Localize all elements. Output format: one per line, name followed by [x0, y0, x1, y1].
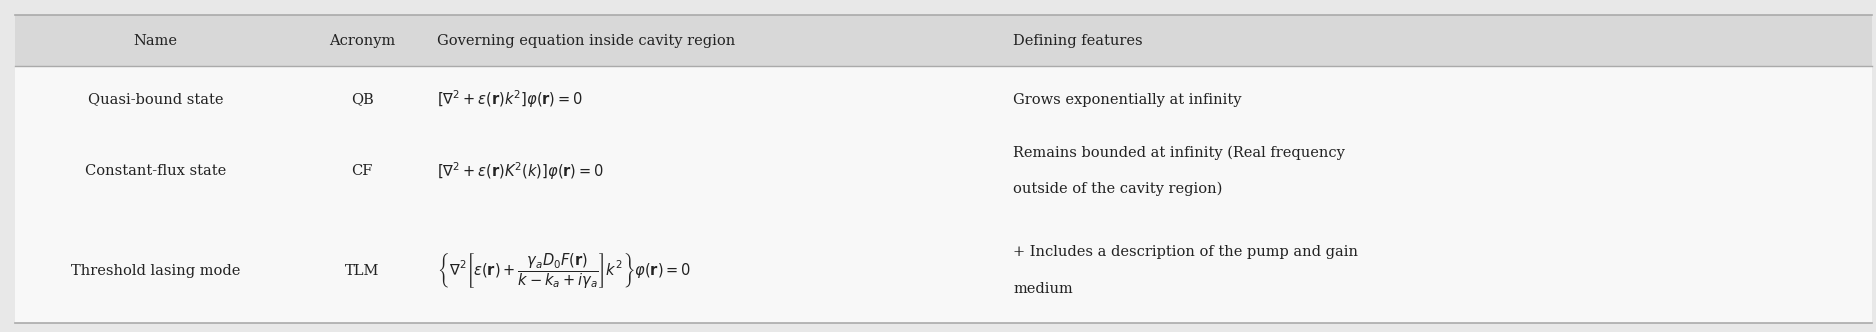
Text: Constant-flux state: Constant-flux state — [84, 164, 227, 178]
Text: TLM: TLM — [345, 264, 379, 278]
Text: Name: Name — [133, 34, 178, 48]
Text: outside of the cavity region): outside of the cavity region) — [1013, 182, 1223, 197]
Text: Governing equation inside cavity region: Governing equation inside cavity region — [437, 34, 735, 48]
Bar — [15, 66, 1872, 323]
Text: Grows exponentially at infinity: Grows exponentially at infinity — [1013, 93, 1242, 107]
Text: + Includes a description of the pump and gain: + Includes a description of the pump and… — [1013, 245, 1358, 259]
Bar — [15, 15, 1872, 66]
Text: medium: medium — [1013, 282, 1073, 296]
Text: CF: CF — [351, 164, 373, 178]
Text: Remains bounded at infinity (Real frequency: Remains bounded at infinity (Real freque… — [1013, 145, 1345, 160]
Text: $[\nabla^2 + \epsilon(\mathbf{r})K^2(k)]\varphi(\mathbf{r}) = 0$: $[\nabla^2 + \epsilon(\mathbf{r})K^2(k)]… — [437, 160, 604, 182]
Text: $[\nabla^2 + \epsilon(\mathbf{r})k^2]\varphi(\mathbf{r}) = 0$: $[\nabla^2 + \epsilon(\mathbf{r})k^2]\va… — [437, 89, 583, 111]
Text: Acronym: Acronym — [328, 34, 396, 48]
Text: Quasi-bound state: Quasi-bound state — [88, 93, 223, 107]
Text: Defining features: Defining features — [1013, 34, 1142, 48]
Text: $\left\{\nabla^2\left[\epsilon(\mathbf{r})+\dfrac{\gamma_a D_0 F(\mathbf{r})}{k-: $\left\{\nabla^2\left[\epsilon(\mathbf{r… — [437, 251, 690, 290]
Text: QB: QB — [351, 93, 373, 107]
Text: Threshold lasing mode: Threshold lasing mode — [71, 264, 240, 278]
